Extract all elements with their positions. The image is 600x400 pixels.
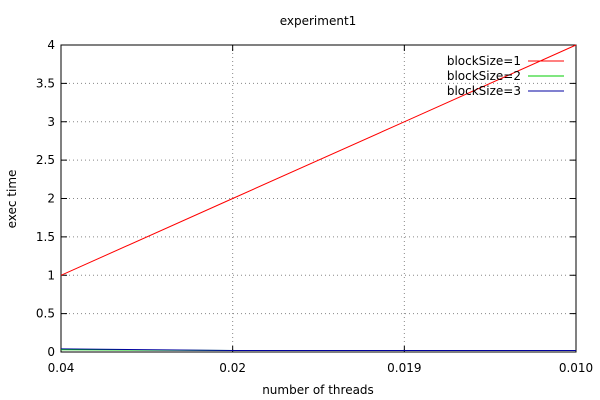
y-tick-label: 0.5 [36,307,55,321]
legend-label: blockSize=1 [447,54,521,68]
x-tick-label: 0.04 [48,361,75,375]
chart-title: experiment1 [280,14,357,28]
y-tick-label: 2 [47,192,55,206]
y-tick-label: 3 [47,115,55,129]
y-tick-label: 4 [47,38,55,52]
y-tick-label: 1.5 [36,230,55,244]
y-axis-title: exec time [5,170,19,229]
y-tick-label: 0 [47,345,55,359]
x-axis-title: number of threads [262,383,374,397]
x-tick-label: 0.010 [559,361,593,375]
legend-label: blockSize=3 [447,84,521,98]
y-tick-label: 2.5 [36,153,55,167]
y-tick-label: 3.5 [36,76,55,90]
series-line-blocksize-1 [60,44,577,276]
x-tick-label: 0.019 [387,361,421,375]
series [60,44,577,351]
ticks: 0 0.5 1 1.5 2 2.5 3 3.5 4 0.04 0.02 0.019 0.010 [36,38,593,375]
legend-label: blockSize=2 [447,69,521,83]
series-line-blocksize-3 [60,348,576,351]
x-tick-label: 0.02 [219,361,246,375]
y-tick-label: 1 [47,268,55,282]
